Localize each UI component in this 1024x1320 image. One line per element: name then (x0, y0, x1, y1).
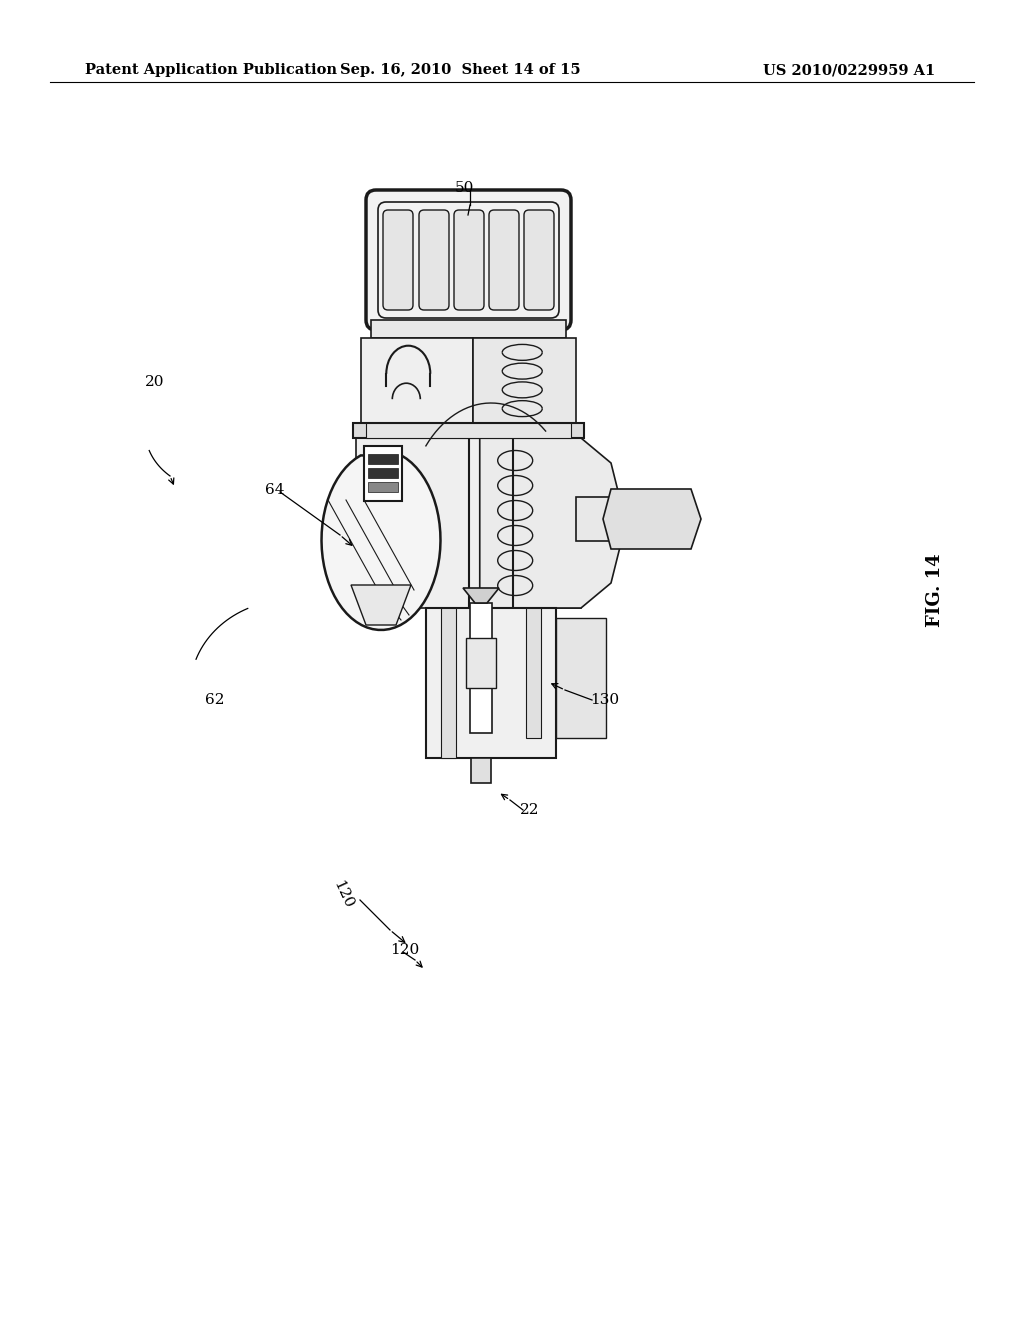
FancyBboxPatch shape (489, 210, 519, 310)
Bar (473, 338, 575, 422)
Bar (471, 758, 490, 783)
Text: 20: 20 (145, 375, 165, 389)
FancyBboxPatch shape (383, 210, 413, 310)
Polygon shape (322, 455, 440, 630)
Bar (526, 609, 541, 738)
Bar (353, 422, 584, 438)
Bar (366, 422, 571, 438)
Text: 22: 22 (520, 803, 540, 817)
Bar (356, 438, 480, 609)
Polygon shape (463, 587, 499, 603)
FancyBboxPatch shape (454, 210, 484, 310)
FancyBboxPatch shape (419, 210, 449, 310)
Bar (441, 609, 456, 758)
Bar (470, 603, 492, 733)
Polygon shape (603, 488, 701, 549)
Text: 62: 62 (205, 693, 224, 708)
FancyBboxPatch shape (366, 190, 571, 330)
Text: 64: 64 (265, 483, 285, 498)
Text: 130: 130 (590, 693, 620, 708)
Text: 120: 120 (330, 879, 355, 911)
Polygon shape (480, 438, 626, 609)
Bar (575, 498, 611, 541)
Text: 50: 50 (455, 181, 474, 195)
Bar (480, 438, 581, 609)
Text: FIG. 14: FIG. 14 (926, 553, 944, 627)
Bar (556, 618, 606, 738)
FancyBboxPatch shape (378, 202, 559, 318)
Bar (466, 638, 496, 688)
Text: Patent Application Publication: Patent Application Publication (85, 63, 337, 77)
Text: Sep. 16, 2010  Sheet 14 of 15: Sep. 16, 2010 Sheet 14 of 15 (340, 63, 581, 77)
FancyBboxPatch shape (524, 210, 554, 310)
Bar (371, 319, 566, 338)
Bar (368, 482, 398, 492)
Text: US 2010/0229959 A1: US 2010/0229959 A1 (763, 63, 935, 77)
Bar (361, 338, 473, 422)
Bar (426, 609, 556, 758)
Bar (368, 469, 398, 478)
Bar (364, 446, 402, 502)
Polygon shape (351, 585, 411, 624)
Text: 120: 120 (390, 942, 419, 957)
Bar (368, 454, 398, 465)
